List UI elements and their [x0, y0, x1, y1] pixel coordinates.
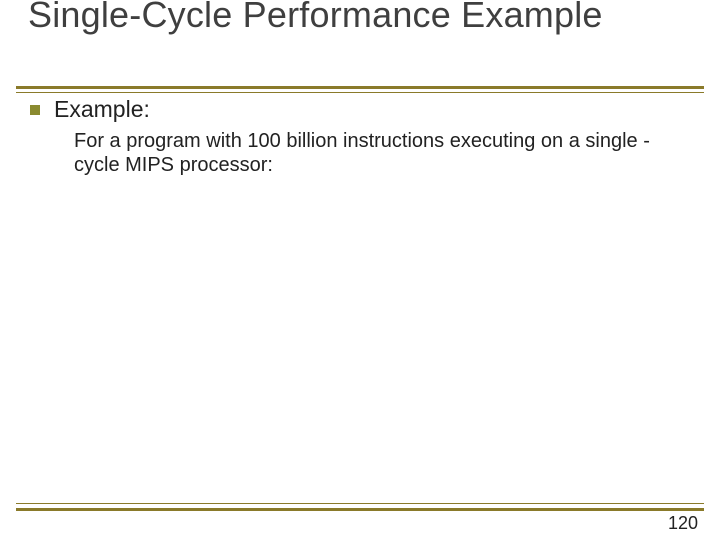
title-rule-thick	[16, 86, 704, 89]
footer-rule-thin	[16, 503, 704, 504]
bullet-text: Example:	[54, 96, 150, 123]
bullet-row: Example:	[30, 96, 696, 123]
slide: Single-Cycle Performance Example Example…	[0, 0, 720, 540]
page-number: 120	[668, 513, 698, 534]
square-bullet-icon	[30, 105, 40, 115]
slide-body: Example: For a program with 100 billion …	[30, 96, 696, 178]
title-rule-thin	[16, 92, 704, 93]
footer-rule-thick	[16, 508, 704, 511]
slide-title: Single-Cycle Performance Example	[28, 0, 603, 35]
bullet-subtext: For a program with 100 billion instructi…	[74, 129, 694, 178]
